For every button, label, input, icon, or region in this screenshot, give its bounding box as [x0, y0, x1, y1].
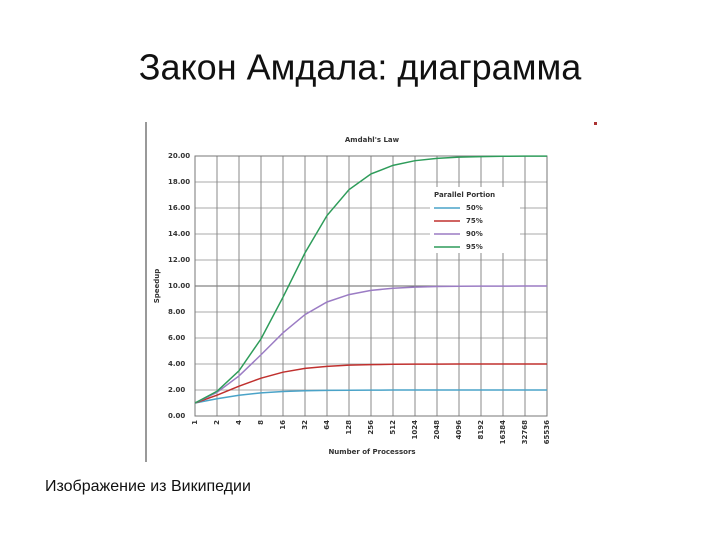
x-axis-label: Number of Processors: [328, 448, 415, 456]
x-tick-label: 2: [213, 420, 221, 425]
y-tick-label: 0.00: [168, 412, 185, 420]
x-tick-label: 1024: [411, 420, 419, 440]
legend-label: 75%: [466, 217, 483, 225]
x-tick-label: 4: [235, 420, 243, 425]
chart-title: Amdahl's Law: [345, 136, 400, 144]
image-dot: [594, 122, 597, 125]
y-tick-label: 2.00: [168, 386, 185, 394]
x-tick-label: 32768: [521, 420, 529, 444]
x-tick-label: 16: [279, 420, 287, 430]
x-tick-label: 32: [301, 420, 309, 430]
legend-label: 50%: [466, 204, 483, 212]
y-tick-label: 6.00: [168, 334, 185, 342]
y-tick-label: 16.00: [168, 204, 190, 212]
y-tick-label: 14.00: [168, 230, 190, 238]
y-tick-label: 10.00: [168, 282, 190, 290]
x-tick-label: 4096: [455, 420, 463, 440]
y-tick-label: 18.00: [168, 178, 190, 186]
legend-box: [430, 187, 520, 253]
y-tick-label: 8.00: [168, 308, 185, 316]
x-tick-label: 64: [323, 420, 331, 430]
y-tick-label: 4.00: [168, 360, 185, 368]
caption: Изображение из Википедии: [45, 478, 251, 495]
x-tick-label: 16384: [499, 420, 507, 444]
x-tick-label: 2048: [433, 420, 441, 440]
series-line: [194, 155, 547, 404]
x-tick-label: 8: [257, 420, 265, 425]
x-tick-label: 8192: [477, 420, 485, 440]
legend-label: 95%: [466, 243, 483, 251]
series-line: [194, 285, 547, 404]
x-tick-label: 1: [191, 420, 199, 425]
x-tick-label: 65536: [543, 420, 551, 444]
series-line: [194, 363, 547, 404]
legend-title: Parallel Portion: [434, 191, 495, 199]
y-axis-label: Speedup: [153, 269, 161, 304]
x-tick-label: 128: [345, 420, 353, 435]
x-tick-label: 256: [367, 420, 375, 435]
y-tick-label: 20.00: [168, 152, 190, 160]
legend-label: 90%: [466, 230, 483, 238]
y-tick-label: 12.00: [168, 256, 190, 264]
slide-title: Закон Амдала: диаграмма: [139, 47, 582, 88]
x-tick-label: 512: [389, 420, 397, 435]
series-line: [194, 389, 547, 404]
